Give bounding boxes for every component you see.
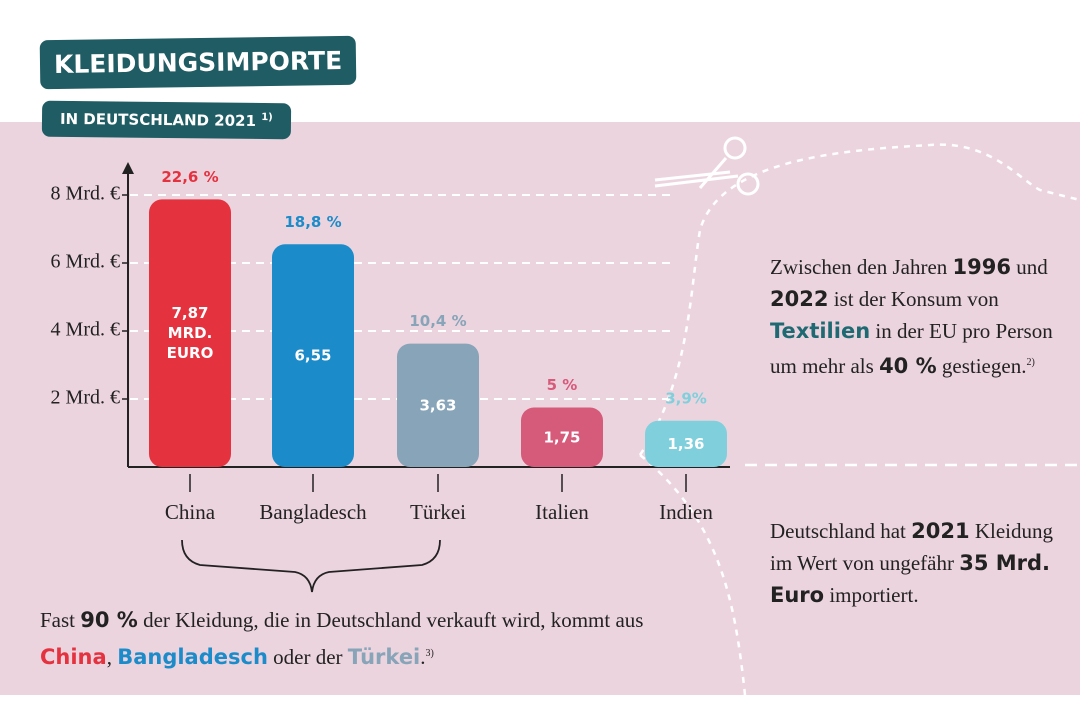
share-label: 10,4 % [409,312,466,330]
scissors-icon [654,136,760,196]
highlight: Textilien [770,319,871,343]
footnote-mark: 2) [1026,357,1035,368]
footnote-mark: 3) [425,648,434,659]
text-run: gestiegen. [936,354,1027,378]
share-label: 5 % [547,376,578,394]
subtitle-text: IN DEUTSCHLAND 2021 [59,109,257,130]
text-run: der Kleidung, die in Deutschland verkauf… [137,608,644,632]
x-tick-label: Italien [535,500,589,524]
value-label: 1,75 [543,428,580,446]
cut-line [638,143,1080,696]
text-run: Fast [40,608,81,632]
highlight: Türkei [347,645,421,669]
value-label-line: 1,36 [667,434,704,452]
x-tick-label: China [165,500,216,524]
text-run: Deutschland hat [770,519,912,543]
highlight: 1996 [952,255,1011,279]
y-tick-label: 4 Mrd. € [51,319,120,341]
value-label: 1,36 [667,434,704,452]
value-label-line: MRD. [168,324,213,342]
value-label: 3,63 [419,396,456,414]
value-label-line: 3,63 [419,396,456,414]
bar [272,244,354,467]
title: KLEIDUNGSIMPORTE [39,35,357,90]
summary-text: Fast 90 % der Kleidung, die in Deutschla… [40,603,720,674]
value-label-line: 1,75 [543,428,580,446]
text-run: ist der Konsum von [828,287,999,311]
bar [521,407,603,467]
highlight: Bangladesch [117,645,268,669]
highlight: China [40,645,107,669]
text-run: und [1010,255,1048,279]
share-label: 22,6 % [161,168,218,186]
text-run: . [420,645,426,669]
highlight: 40 % [879,354,937,378]
highlight: 2021 [911,519,970,543]
bar [397,343,479,467]
text-run: , [106,645,118,669]
x-tick-label: Bangladesch [259,500,367,524]
y-tick-label: 6 Mrd. € [51,251,120,273]
y-axis-arrow [122,162,134,174]
highlight: 90 % [80,608,138,632]
y-tick-label: 8 Mrd. € [51,183,120,205]
subtitle: IN DEUTSCHLAND 2021 1) [41,100,291,140]
value-label: 7,87 MRD. EURO [167,304,214,362]
highlight: 2022 [770,287,829,311]
text-run: Kleidung im Wert von ungefähr [770,519,1053,575]
text-run: Zwischen den Jahren [770,255,953,279]
fact-text: Zwischen den Jahren 1996 und 2022 ist de… [770,251,1070,382]
value-label: 6,55 [294,346,331,364]
value-label-line: EURO [167,344,214,362]
y-tick-label: 2 Mrd. € [51,387,120,409]
text-run: importiert. [824,583,919,607]
text-run: oder der [267,645,348,669]
text-run: in der EU pro Person um mehr als [770,319,1053,378]
share-label: 3,9% [665,389,707,407]
bar [645,420,727,467]
fact-text: Deutschland hat 2021 Kleidung im Wert vo… [770,515,1070,611]
x-tick-label: Türkei [410,500,466,524]
bar [149,199,231,468]
brace [181,539,441,593]
highlight: 35 Mrd. Euro [770,551,1051,607]
subtitle-note: 1) [261,111,273,124]
value-label-line: 6,55 [294,346,331,364]
value-label-line: 7,87 [171,304,208,322]
x-tick-label: Indien [659,500,713,524]
share-label: 18,8 % [284,213,341,231]
